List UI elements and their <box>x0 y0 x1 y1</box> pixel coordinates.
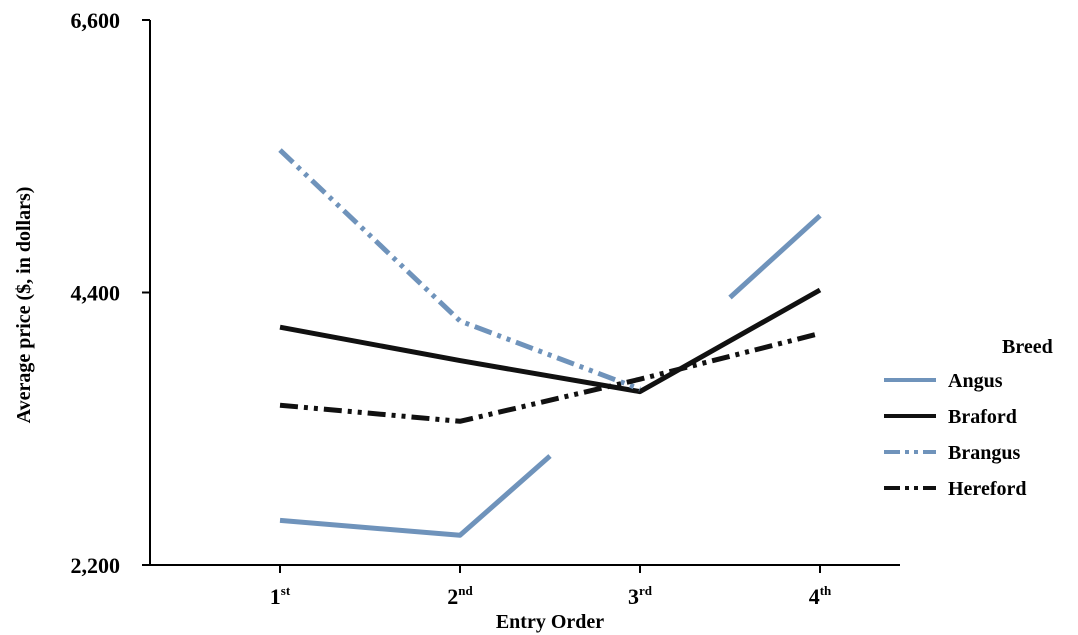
x-ticks: 1st 2nd 3rd 4th <box>270 565 832 609</box>
y-axis-title: Average price ($, in dollars) <box>13 187 35 424</box>
series-hereford <box>279 330 821 424</box>
legend-label: Braford <box>948 406 1017 428</box>
legend-label: Hereford <box>948 478 1027 500</box>
series-lines <box>278 148 822 538</box>
x-tick-label: 1st <box>270 583 291 609</box>
legend: Breed Angus Braford Brangus Hereford <box>884 336 1053 500</box>
series-line <box>279 454 552 538</box>
series-angus <box>279 213 822 538</box>
series-line <box>278 148 641 392</box>
legend-label: Angus <box>948 370 1003 392</box>
y-tick-label: 6,600 <box>71 8 121 33</box>
series-line <box>728 213 822 300</box>
y-ticks: 6,600 4,400 2,200 <box>71 8 150 578</box>
series-line <box>279 330 821 424</box>
series-line <box>279 287 822 395</box>
legend-label: Brangus <box>948 442 1020 464</box>
series-braford <box>279 287 822 395</box>
x-axis-title: Entry Order <box>496 611 604 633</box>
x-tick-label: 3rd <box>628 583 653 609</box>
legend-title: Breed <box>1002 336 1053 358</box>
x-tick-label: 2nd <box>447 583 473 609</box>
y-tick-label: 4,400 <box>71 281 121 306</box>
chart-axes <box>149 20 900 566</box>
y-tick-label: 2,200 <box>71 553 121 578</box>
x-tick-label: 4th <box>809 583 832 609</box>
series-brangus <box>278 148 641 392</box>
